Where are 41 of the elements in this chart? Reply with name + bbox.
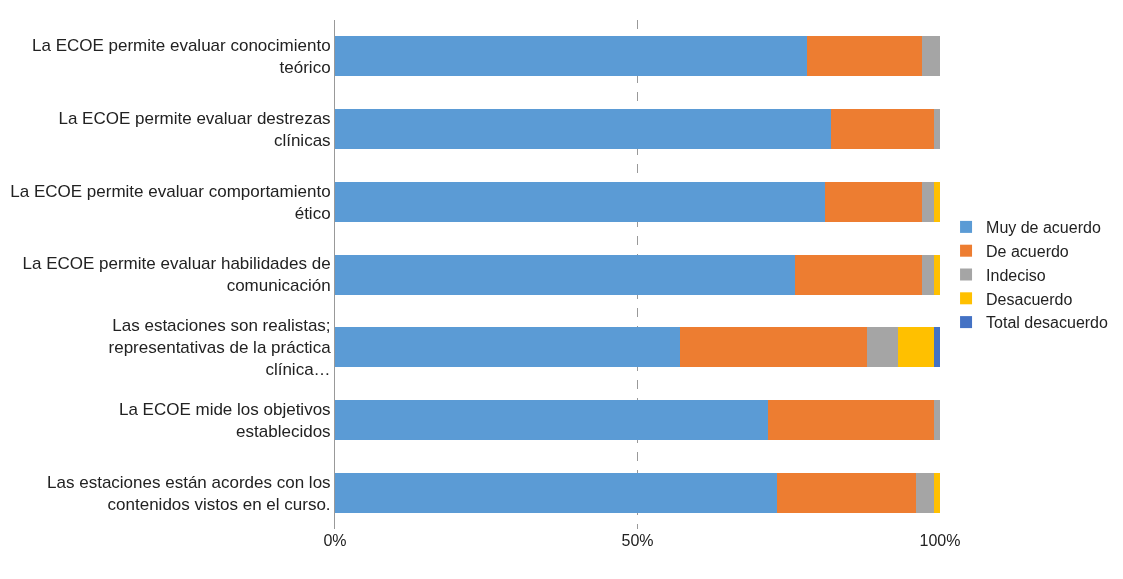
bar [867,327,898,368]
bar [806,36,922,77]
legend-label: De acuerdo [986,242,1069,260]
bar [794,254,922,295]
bar [897,327,934,368]
legend-label: Muy de acuerdo [986,219,1101,237]
bar [933,399,940,440]
bar [933,109,940,150]
bar [679,327,868,368]
legend-label: Indeciso [986,266,1046,284]
y-tick-label: La ECOE permite evaluar destrezas clínicas [58,108,331,151]
bar [933,472,940,513]
bar [831,109,934,150]
y-tick-label: La ECOE mide los objetivos establecidos [118,399,331,441]
bar [767,399,934,440]
bar [335,327,680,368]
bar [335,399,768,440]
bar [933,254,940,295]
bar [335,109,832,150]
bar [921,254,934,295]
legend-label: Total desacuerdo [986,314,1109,332]
y-tick-label: Las estaciones son realistas; representativas de la práctica clínica… [108,316,332,380]
bar [921,181,934,222]
legend-label: Desacuerdo [986,290,1073,308]
bar [335,36,807,77]
bar [933,327,940,368]
bar [335,181,826,222]
x-tick-label: 50% [621,532,654,549]
y-tick-label: La ECOE permite evaluar conocimiento teórico [32,36,331,78]
bar [335,472,777,513]
bar [933,181,940,222]
bar [825,181,922,222]
y-tick-label: La ECOE permite evaluar comportamiento ético [10,181,331,223]
bar [776,472,916,513]
x-tick-label: 0% [323,532,347,549]
y-tick-label: Las estaciones están acordes con los contenidos vistos en el curso. [47,472,331,514]
bar [335,254,795,295]
bar [921,36,940,77]
y-tick-label: La ECOE permite evaluar habilidades de comunicación [22,254,331,296]
x-tick-label: 100% [919,532,961,549]
bar [915,472,934,513]
